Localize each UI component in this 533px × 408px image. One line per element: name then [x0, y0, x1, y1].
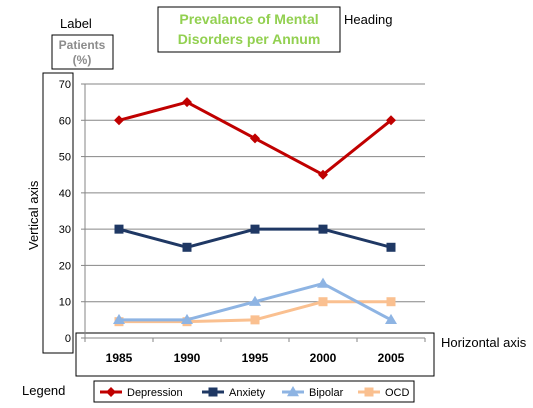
anxiety-point	[114, 224, 124, 234]
chart-title-line-1: Prevalance of Mental	[179, 11, 318, 27]
y-axis-label-line-2: (%)	[73, 53, 92, 67]
legend-annotation: Legend	[22, 383, 65, 398]
bipolar-point	[317, 277, 329, 288]
y-tick-label: 70	[59, 79, 71, 91]
y-tick-label: 10	[59, 297, 71, 309]
legend-label: Anxiety	[229, 387, 266, 399]
legend-marker	[364, 387, 374, 397]
legend-marker	[208, 387, 218, 397]
y-tick-label: 20	[59, 260, 71, 272]
label-annotation: Label	[60, 16, 92, 31]
horizontal-axis-box	[75, 332, 435, 377]
chart-title-line-2: Disorders per Annum	[178, 31, 321, 47]
legend-label: OCD	[385, 387, 410, 399]
y-tick-label: 60	[59, 115, 71, 127]
legend-marker	[106, 387, 116, 397]
x-tick-label: 1985	[106, 351, 133, 365]
anxiety-point	[182, 242, 192, 252]
depression-point	[250, 133, 260, 144]
bipolar-series	[113, 277, 397, 325]
x-tick-label: 1990	[174, 351, 201, 365]
vertical-axis-box	[42, 72, 74, 354]
bipolar-point	[385, 313, 397, 325]
series	[113, 97, 397, 327]
legend-label: Bipolar	[309, 387, 344, 399]
y-axis-label-line-1: Patients	[59, 38, 106, 52]
depression-point	[386, 115, 396, 126]
ocd-point	[250, 315, 260, 325]
x-tick-label: 2000	[310, 351, 337, 365]
bipolar-point	[249, 295, 261, 306]
y-ticks: 0 10 20 30 40 50 60 70	[59, 79, 85, 345]
depression-point	[114, 115, 124, 126]
horizontal-axis-annotation: Horizontal axis	[441, 335, 527, 350]
y-tick-label: 0	[65, 333, 71, 345]
legend-item-ocd: OCD	[358, 387, 410, 399]
title-box	[157, 6, 341, 53]
depression-point	[182, 97, 192, 108]
depression-series	[114, 97, 396, 180]
anxiety-point	[250, 224, 260, 234]
x-ticks: 1985 1990 1995 2000 2005	[84, 338, 426, 365]
legend: Depression Anxiety Bipolar OCD	[100, 386, 410, 399]
legend-item-anxiety: Anxiety	[202, 387, 266, 399]
legend-item-depression: Depression	[100, 387, 183, 399]
bipolar-point	[113, 313, 125, 325]
x-tick-label: 1995	[242, 351, 269, 365]
y-tick-label: 50	[59, 152, 71, 164]
legend-box	[93, 380, 415, 403]
ocd-point	[318, 297, 328, 307]
x-tick-label: 2005	[378, 351, 405, 365]
y-tick-label: 30	[59, 224, 71, 236]
anxiety-point	[318, 224, 328, 234]
anxiety-point	[386, 242, 396, 252]
y-tick-label: 40	[59, 188, 71, 200]
depression-point	[318, 169, 328, 180]
legend-marker	[287, 386, 299, 397]
heading-annotation: Heading	[344, 12, 392, 27]
ylabel-box	[51, 34, 114, 70]
vertical-axis-annotation: Vertical axis	[26, 180, 41, 250]
legend-label: Depression	[127, 387, 183, 399]
ocd-point	[386, 297, 396, 307]
legend-item-bipolar: Bipolar	[282, 386, 344, 399]
anxiety-series	[114, 224, 396, 252]
bipolar-point	[181, 313, 193, 325]
